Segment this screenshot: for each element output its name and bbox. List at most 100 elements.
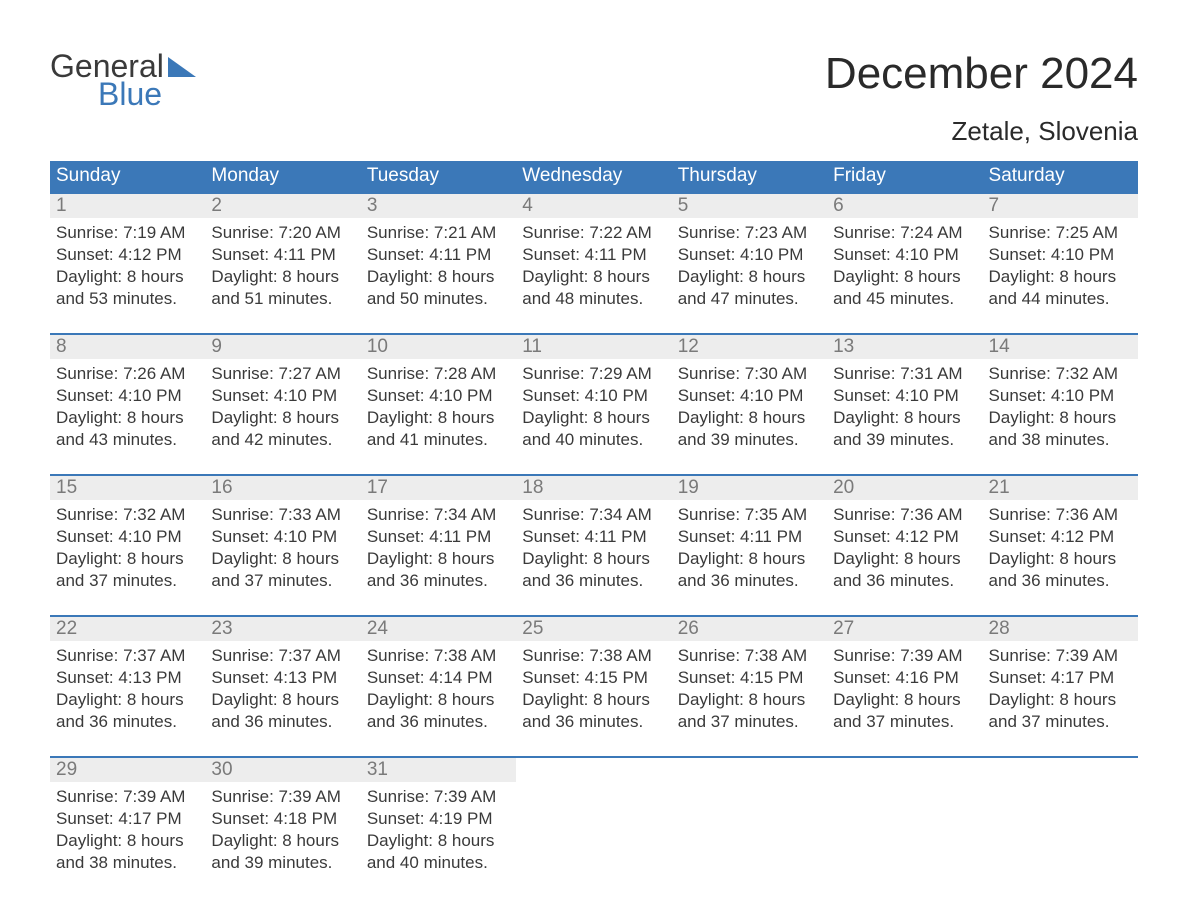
calendar-week: 15 Sunrise: 7:32 AMSunset: 4:10 PMDayligh… — [50, 474, 1138, 597]
weekday-header: Saturday — [983, 161, 1138, 192]
day-sunset: Sunset: 4:11 PM — [211, 244, 354, 266]
day-number-row: 29 — [50, 758, 205, 782]
day-sunset: Sunset: 4:10 PM — [522, 385, 665, 407]
day-details: Sunrise: 7:38 AMSunset: 4:14 PMDaylight:… — [367, 645, 510, 732]
day-sunset: Sunset: 4:13 PM — [211, 667, 354, 689]
day-number: 13 — [833, 335, 976, 359]
day-d1: Daylight: 8 hours — [56, 407, 199, 429]
day-d1: Daylight: 8 hours — [522, 407, 665, 429]
day-d1: Daylight: 8 hours — [211, 407, 354, 429]
day-d1: Daylight: 8 hours — [989, 689, 1132, 711]
top-row: General Blue December 2024 Zetale, Slove… — [50, 50, 1138, 147]
day-number: 6 — [833, 194, 976, 218]
day-d1: Daylight: 8 hours — [211, 548, 354, 570]
day-d1: Daylight: 8 hours — [367, 548, 510, 570]
weekday-header-row: Sunday Monday Tuesday Wednesday Thursday… — [50, 161, 1138, 192]
day-number: 23 — [211, 617, 354, 641]
day-details: Sunrise: 7:39 AMSunset: 4:17 PMDaylight:… — [56, 786, 199, 873]
day-d2: and 44 minutes. — [989, 288, 1132, 310]
day-d1: Daylight: 8 hours — [56, 548, 199, 570]
day-details: Sunrise: 7:23 AMSunset: 4:10 PMDaylight:… — [678, 222, 821, 309]
day-number: 22 — [56, 617, 199, 641]
day-number-row: 6 — [827, 194, 982, 218]
day-sunset: Sunset: 4:13 PM — [56, 667, 199, 689]
day-number-row: 23 — [205, 617, 360, 641]
calendar-day: 3Sunrise: 7:21 AMSunset: 4:11 PMDaylight… — [361, 194, 516, 315]
day-number-row: 14 — [983, 335, 1138, 359]
day-sunrise: Sunrise: 7:30 AM — [678, 363, 821, 385]
day-d2: and 36 minutes. — [367, 711, 510, 733]
day-number-row: 4 — [516, 194, 671, 218]
calendar-day: 9Sunrise: 7:27 AMSunset: 4:10 PMDaylight… — [205, 335, 360, 456]
day-sunrise: Sunrise: 7:34 AM — [367, 504, 510, 526]
day-sunrise: Sunrise: 7:32 AM — [56, 504, 199, 526]
day-sunrise: Sunrise: 7:39 AM — [56, 786, 199, 808]
day-sunrise: Sunrise: 7:28 AM — [367, 363, 510, 385]
day-d2: and 40 minutes. — [522, 429, 665, 451]
day-d2: and 39 minutes. — [211, 852, 354, 874]
calendar-day: 13Sunrise: 7:31 AMSunset: 4:10 PMDayligh… — [827, 335, 982, 456]
day-d2: and 36 minutes. — [522, 570, 665, 592]
weekday-header: Friday — [827, 161, 982, 192]
calendar-week: 8Sunrise: 7:26 AMSunset: 4:10 PMDaylight… — [50, 333, 1138, 456]
day-sunset: Sunset: 4:15 PM — [522, 667, 665, 689]
day-d1: Daylight: 8 hours — [678, 266, 821, 288]
calendar-day: 16Sunrise: 7:33 AMSunset: 4:10 PMDayligh… — [205, 476, 360, 597]
day-d1: Daylight: 8 hours — [678, 407, 821, 429]
day-number: 25 — [522, 617, 665, 641]
weeks-container: 1Sunrise: 7:19 AMSunset: 4:12 PMDaylight… — [50, 192, 1138, 879]
day-d2: and 53 minutes. — [56, 288, 199, 310]
day-d1: Daylight: 8 hours — [522, 689, 665, 711]
day-d2: and 38 minutes. — [989, 429, 1132, 451]
calendar-day: 29 Sunrise: 7:39 AMSunset: 4:17 PMDayligh… — [50, 758, 205, 879]
day-sunrise: Sunrise: 7:39 AM — [833, 645, 976, 667]
day-details: Sunrise: 7:39 AMSunset: 4:18 PMDaylight:… — [211, 786, 354, 873]
day-details: Sunrise: 7:39 AMSunset: 4:19 PMDaylight:… — [367, 786, 510, 873]
day-sunset: Sunset: 4:10 PM — [56, 385, 199, 407]
calendar-day: 7Sunrise: 7:25 AMSunset: 4:10 PMDaylight… — [983, 194, 1138, 315]
day-sunset: Sunset: 4:10 PM — [989, 244, 1132, 266]
day-details: Sunrise: 7:36 AMSunset: 4:12 PMDaylight:… — [989, 504, 1132, 591]
day-d2: and 37 minutes. — [211, 570, 354, 592]
day-number: 26 — [678, 617, 821, 641]
day-details: Sunrise: 7:20 AMSunset: 4:11 PMDaylight:… — [211, 222, 354, 309]
weekday-header: Wednesday — [516, 161, 671, 192]
day-sunset: Sunset: 4:16 PM — [833, 667, 976, 689]
day-sunrise: Sunrise: 7:37 AM — [211, 645, 354, 667]
day-d2: and 48 minutes. — [522, 288, 665, 310]
day-number-row: 16 — [205, 476, 360, 500]
day-d2: and 37 minutes. — [833, 711, 976, 733]
day-d2: and 36 minutes. — [833, 570, 976, 592]
day-sunrise: Sunrise: 7:38 AM — [367, 645, 510, 667]
day-sunrise: Sunrise: 7:34 AM — [522, 504, 665, 526]
page-title: December 2024 — [825, 50, 1138, 98]
calendar-day: 20Sunrise: 7:36 AMSunset: 4:12 PMDayligh… — [827, 476, 982, 597]
day-d2: and 42 minutes. — [211, 429, 354, 451]
day-number-row: 7 — [983, 194, 1138, 218]
page-subtitle: Zetale, Slovenia — [825, 116, 1138, 147]
day-sunrise: Sunrise: 7:27 AM — [211, 363, 354, 385]
day-number-row: 28 — [983, 617, 1138, 641]
day-number: 15 — [56, 476, 199, 500]
day-d2: and 39 minutes. — [678, 429, 821, 451]
day-number-row: 24 — [361, 617, 516, 641]
day-number-row: 26 — [672, 617, 827, 641]
day-sunrise: Sunrise: 7:21 AM — [367, 222, 510, 244]
day-sunrise: Sunrise: 7:31 AM — [833, 363, 976, 385]
calendar-day — [983, 758, 1138, 879]
day-sunset: Sunset: 4:10 PM — [211, 385, 354, 407]
day-number: 16 — [211, 476, 354, 500]
day-d1: Daylight: 8 hours — [833, 407, 976, 429]
day-details: Sunrise: 7:37 AMSunset: 4:13 PMDaylight:… — [56, 645, 199, 732]
day-number-row: 10 — [361, 335, 516, 359]
day-details: Sunrise: 7:32 AMSunset: 4:10 PMDaylight:… — [56, 504, 199, 591]
day-sunrise: Sunrise: 7:22 AM — [522, 222, 665, 244]
calendar-day: 22 Sunrise: 7:37 AMSunset: 4:13 PMDayligh… — [50, 617, 205, 738]
day-d2: and 50 minutes. — [367, 288, 510, 310]
day-sunset: Sunset: 4:12 PM — [989, 526, 1132, 548]
day-d1: Daylight: 8 hours — [678, 548, 821, 570]
day-sunrise: Sunrise: 7:20 AM — [211, 222, 354, 244]
day-sunset: Sunset: 4:11 PM — [367, 244, 510, 266]
day-sunset: Sunset: 4:10 PM — [833, 244, 976, 266]
day-d2: and 36 minutes. — [367, 570, 510, 592]
